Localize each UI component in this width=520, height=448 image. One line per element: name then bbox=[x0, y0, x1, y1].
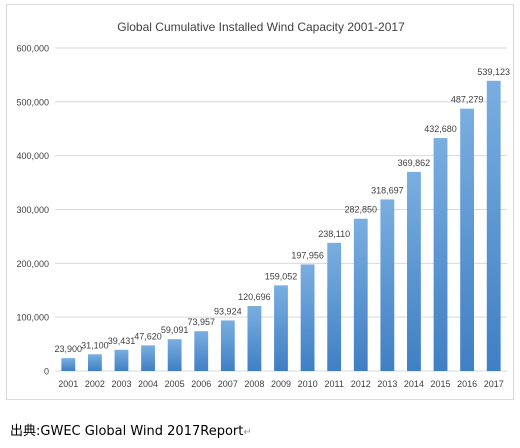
y-tick-label: 300,000 bbox=[16, 205, 49, 215]
x-tick-label: 2008 bbox=[244, 379, 264, 389]
x-tick-label: 2005 bbox=[165, 379, 185, 389]
y-tick-label: 0 bbox=[44, 367, 49, 377]
data-label: 23,900 bbox=[55, 344, 83, 354]
bar bbox=[380, 199, 395, 371]
data-label: 159,052 bbox=[265, 271, 298, 281]
data-label: 47,620 bbox=[134, 331, 162, 341]
data-label: 487,279 bbox=[451, 95, 484, 105]
y-tick-label: 100,000 bbox=[16, 313, 49, 323]
x-tick-label: 2015 bbox=[431, 379, 451, 389]
data-label: 39,431 bbox=[108, 336, 136, 346]
source-note: 出典:GWEC Global Wind 2017Report↵ bbox=[10, 420, 252, 439]
data-label: 238,110 bbox=[318, 229, 350, 239]
x-tick-label: 2004 bbox=[138, 379, 158, 389]
x-tick-label: 2003 bbox=[111, 379, 131, 389]
bar bbox=[114, 349, 129, 371]
bar bbox=[486, 80, 501, 371]
paragraph-mark-icon: ↵ bbox=[243, 427, 252, 438]
x-tick-label: 2001 bbox=[58, 379, 78, 389]
y-tick-label: 400,000 bbox=[16, 151, 49, 161]
bar bbox=[433, 138, 448, 371]
data-label: 120,696 bbox=[238, 292, 271, 302]
y-tick-label: 200,000 bbox=[16, 259, 49, 269]
y-tick-label: 500,000 bbox=[16, 97, 49, 107]
x-tick-label: 2012 bbox=[351, 379, 371, 389]
data-label: 59,091 bbox=[161, 325, 189, 335]
bar bbox=[327, 242, 342, 371]
x-tick-label: 2002 bbox=[85, 379, 105, 389]
bar bbox=[220, 320, 235, 371]
y-tick-label: 600,000 bbox=[16, 44, 49, 54]
data-label: 93,924 bbox=[214, 306, 242, 316]
x-tick-label: 2006 bbox=[191, 379, 211, 389]
bar bbox=[353, 218, 368, 371]
data-label: 31,100 bbox=[81, 340, 109, 350]
bar bbox=[167, 339, 182, 371]
x-axis-ticks: 2001 2002 2003 2004 2005 2006 2007 2008 2009 2010… bbox=[58, 379, 503, 389]
data-label: 539,123 bbox=[477, 67, 510, 77]
data-label: 197,956 bbox=[291, 250, 324, 260]
x-tick-label: 2014 bbox=[404, 379, 424, 389]
source-label: 出典 bbox=[10, 424, 37, 439]
data-label: 73,957 bbox=[187, 317, 215, 327]
chart-title: Global Cumulative Installed Wind Capacit… bbox=[117, 20, 405, 34]
x-tick-label: 2011 bbox=[324, 379, 343, 389]
bar bbox=[300, 264, 315, 371]
bar-chart: Global Cumulative Installed Wind Capacit… bbox=[16, 20, 510, 389]
bar bbox=[141, 345, 155, 371]
source-separator: : bbox=[36, 424, 41, 439]
chart-frame: Global Cumulative Installed Wind Capacit… bbox=[6, 4, 514, 400]
source-text: GWEC Global Wind 2017Report bbox=[40, 424, 244, 439]
bar bbox=[247, 306, 262, 371]
x-tick-label: 2007 bbox=[218, 379, 238, 389]
data-label: 282,850 bbox=[344, 205, 377, 215]
bar bbox=[407, 171, 421, 371]
bar bbox=[274, 285, 288, 371]
data-labels: 23,900 31,100 39,431 47,62059,09173,95793,9… bbox=[55, 67, 510, 354]
data-label: 369,862 bbox=[398, 158, 431, 168]
x-tick-label: 2013 bbox=[377, 379, 397, 389]
data-label: 432,680 bbox=[424, 124, 457, 134]
gridlines bbox=[55, 47, 507, 372]
y-axis-ticks: 0 100,000 200,000 300,000 400,000 500,000 600,… bbox=[16, 44, 49, 377]
bars bbox=[61, 80, 501, 372]
bar bbox=[460, 108, 475, 372]
x-tick-label: 2010 bbox=[298, 379, 318, 389]
x-tick-label: 2016 bbox=[457, 379, 477, 389]
bar bbox=[61, 358, 76, 371]
x-tick-label: 2009 bbox=[271, 379, 291, 389]
x-tick-label: 2017 bbox=[484, 379, 504, 389]
data-label: 318,697 bbox=[371, 185, 404, 195]
bar bbox=[87, 354, 102, 371]
bar bbox=[194, 331, 209, 371]
